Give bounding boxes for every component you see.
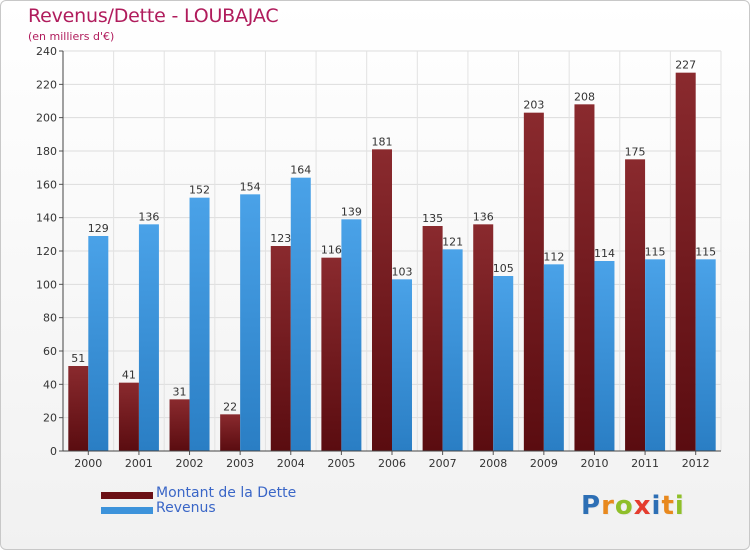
- x-tick-label: 2005: [327, 457, 355, 470]
- bar: [523, 112, 544, 452]
- data-label: 208: [574, 90, 595, 103]
- logo-letter: r: [601, 491, 615, 521]
- bar: [422, 226, 443, 451]
- x-tick-label: 2010: [580, 457, 608, 470]
- data-label: 112: [543, 250, 564, 263]
- bar: [220, 414, 241, 451]
- axes: [59, 50, 721, 455]
- x-tick-label: 2000: [74, 457, 102, 470]
- y-tick-label: 180: [36, 145, 57, 158]
- data-label: 105: [493, 262, 514, 275]
- data-label: 31: [173, 385, 187, 398]
- y-tick-label: 120: [36, 245, 57, 258]
- x-tick-label: 2004: [277, 457, 305, 470]
- x-tick-label: 2003: [226, 457, 254, 470]
- bar: [594, 261, 615, 451]
- data-label: 139: [341, 205, 362, 218]
- x-tick-label: 2007: [429, 457, 457, 470]
- legend-label-revenus: Revenus: [156, 500, 216, 516]
- y-tick-label: 20: [43, 412, 57, 425]
- data-label: 115: [645, 245, 666, 258]
- y-tick-label: 220: [36, 78, 57, 91]
- y-tick-label: 80: [43, 312, 57, 325]
- data-label: 135: [422, 212, 443, 225]
- y-tick-label: 240: [36, 45, 57, 58]
- logo-letter: o: [614, 491, 634, 521]
- bar: [493, 276, 514, 451]
- bar: [88, 236, 109, 451]
- x-tick-label: 2008: [479, 457, 507, 470]
- data-label: 203: [523, 99, 544, 112]
- labels: 0 20 40 60 80 100 120 140 160 180 200 220 240 51 129 20…: [36, 45, 716, 470]
- data-label: 103: [392, 265, 413, 278]
- bar: [240, 194, 261, 452]
- x-tick-label: 2001: [125, 457, 153, 470]
- bar: [392, 279, 412, 451]
- bar: [625, 159, 646, 452]
- data-label: 41: [122, 369, 136, 382]
- data-label: 116: [321, 244, 342, 257]
- y-tick-label: 200: [36, 112, 57, 125]
- data-label: 123: [270, 232, 291, 245]
- data-label: 115: [695, 245, 716, 258]
- y-tick-label: 100: [36, 278, 57, 291]
- logo-letter: x: [633, 491, 652, 521]
- bar: [543, 264, 564, 451]
- data-label: 114: [594, 247, 615, 260]
- data-label: 175: [625, 145, 646, 158]
- bar: [675, 72, 696, 452]
- legend-swatch-revenus: [101, 507, 153, 514]
- logo-letter: i: [651, 491, 662, 521]
- y-tick-label: 160: [36, 178, 57, 191]
- logo-letter: t: [661, 491, 675, 521]
- bar: [442, 249, 463, 451]
- data-label: 136: [473, 210, 494, 223]
- y-tick-label: 0: [50, 445, 57, 458]
- logo-letter: P: [581, 491, 602, 521]
- bar: [473, 224, 494, 451]
- legend-swatch-dette: [101, 492, 153, 499]
- x-tick-label: 2012: [682, 457, 710, 470]
- y-tick-label: 40: [43, 378, 57, 391]
- bar: [169, 399, 190, 451]
- chart-title: Revenus/Dette - LOUBAJAC: [28, 5, 279, 27]
- legend-label-dette: Montant de la Dette: [156, 485, 297, 501]
- data-label: 181: [372, 135, 393, 148]
- data-label: 129: [88, 222, 109, 235]
- x-tick-label: 2011: [631, 457, 659, 470]
- bar: [189, 197, 210, 451]
- bar: [645, 259, 666, 451]
- x-tick-label: 2009: [530, 457, 558, 470]
- bar: [574, 104, 595, 451]
- bar: [68, 366, 89, 451]
- y-tick-label: 140: [36, 212, 57, 225]
- data-label: 154: [240, 180, 261, 193]
- proxiti-logo: Proxiti: [581, 491, 685, 521]
- bar: [341, 219, 362, 451]
- bar: [138, 224, 159, 451]
- data-label: 51: [71, 352, 85, 365]
- data-label: 121: [442, 235, 463, 248]
- bar: [321, 257, 342, 451]
- x-tick-label: 2002: [176, 457, 204, 470]
- bars: [68, 72, 716, 452]
- bar: [372, 149, 392, 452]
- data-label: 227: [675, 59, 696, 72]
- data-label: 164: [290, 164, 311, 177]
- logo-letter: i: [674, 491, 685, 521]
- bar: [290, 177, 311, 451]
- data-label: 22: [223, 400, 237, 413]
- chart-subtitle: (en milliers d'€): [28, 30, 115, 43]
- bar: [118, 382, 139, 451]
- bar: [695, 259, 716, 451]
- data-label: 152: [189, 184, 210, 197]
- y-tick-label: 60: [43, 345, 57, 358]
- x-tick-label: 2006: [378, 457, 406, 470]
- bar: [270, 246, 291, 451]
- data-label: 136: [138, 210, 159, 223]
